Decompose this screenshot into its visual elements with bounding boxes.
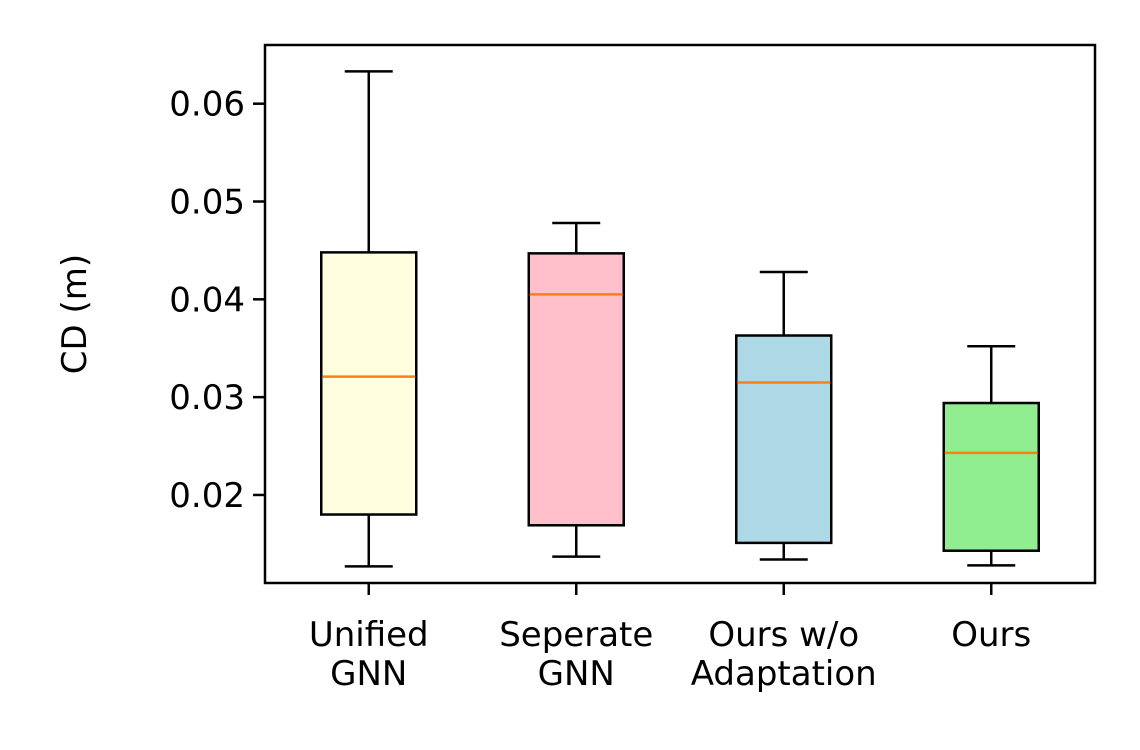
plot-frame xyxy=(263,43,1097,585)
x-tick-label-line: GNN xyxy=(330,654,407,694)
x-tick-label: Ours w/o Adaptation xyxy=(691,615,877,694)
y-tick-label: 0.04 xyxy=(169,280,245,320)
boxes-layer xyxy=(320,70,1040,568)
x-tick-label: Seperate GNN xyxy=(499,615,653,694)
x-tick-label-line: Adaptation xyxy=(691,654,877,694)
x-tick-label-line: Ours w/o xyxy=(708,615,859,655)
y-tick-label: 0.03 xyxy=(169,378,245,418)
box-body xyxy=(735,334,833,545)
x-tick-label: Unified GNN xyxy=(309,615,429,694)
x-tick-label-line: Seperate xyxy=(499,615,653,655)
box-body xyxy=(320,251,418,516)
x-tick-label: Ours xyxy=(951,615,1031,655)
y-tick-label: 0.02 xyxy=(169,476,245,516)
box-group xyxy=(320,70,418,568)
box-body xyxy=(942,401,1040,552)
x-tick-label-line: Ours xyxy=(951,615,1031,655)
y-axis-title: CD (m) xyxy=(55,254,95,374)
box-group xyxy=(527,221,625,558)
x-tick-label-line: GNN xyxy=(538,654,615,694)
box-group xyxy=(942,345,1040,567)
box-body xyxy=(527,252,625,527)
box-group xyxy=(735,270,833,561)
y-tick-label: 0.05 xyxy=(169,183,245,223)
x-tick-label-line: Unified xyxy=(309,615,429,655)
y-tick-label: 0.06 xyxy=(169,85,245,125)
